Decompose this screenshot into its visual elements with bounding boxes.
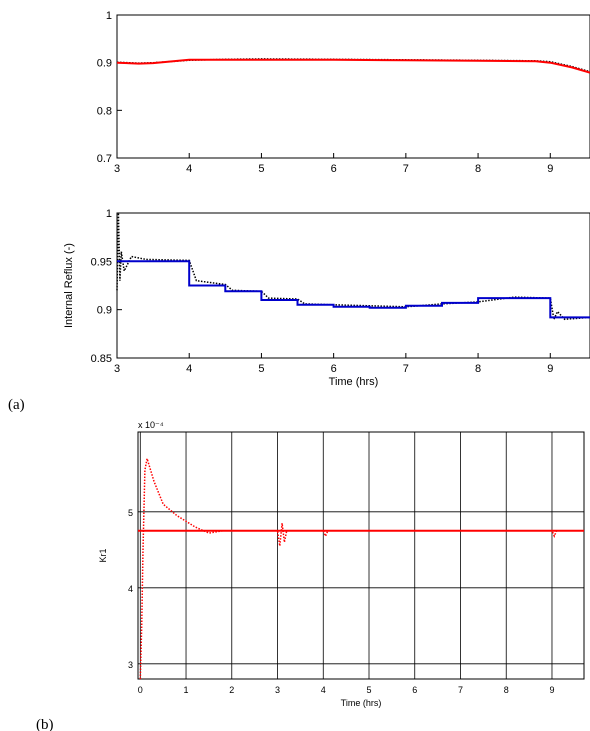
x-tick-label: 6	[331, 363, 337, 375]
x-tick-label: 3	[114, 163, 120, 175]
x-tick-label: 2	[229, 685, 234, 695]
y-tick-label: 0.7	[97, 153, 112, 165]
x-tick-label: 8	[475, 163, 481, 175]
y-tick-label: 0.9	[97, 305, 112, 317]
x-tick-label: 5	[258, 363, 264, 375]
y-tick-label: 0.8	[97, 105, 112, 117]
y-axis-label: Kr1	[98, 548, 108, 562]
panel-label: (a)	[8, 397, 25, 413]
x-tick-label: 4	[186, 163, 192, 175]
x-tick-label: 7	[403, 363, 409, 375]
x-tick-label: 5	[366, 685, 371, 695]
x-axis-label: Time (hrs)	[329, 376, 379, 388]
x-tick-label: 1	[184, 685, 189, 695]
x-tick-label: 4	[321, 685, 326, 695]
x-tick-label: 9	[547, 163, 553, 175]
x-tick-label: 6	[331, 163, 337, 175]
series-line	[116, 58, 590, 74]
y-axis-label: Internal Reflux (-)	[63, 243, 75, 328]
x-tick-label: 0	[138, 685, 143, 695]
plot-area	[116, 14, 590, 159]
plot-area	[116, 212, 590, 359]
y-tick-label: 0.9	[97, 58, 112, 70]
x-tick-label: 5	[258, 163, 264, 175]
x-tick-label: 3	[275, 685, 280, 695]
x-tick-label: 8	[504, 685, 509, 695]
y-tick-label: 4	[128, 584, 133, 594]
series-line	[139, 458, 584, 680]
y-tick-label: 0.95	[91, 256, 112, 268]
x-tick-label: 6	[412, 685, 417, 695]
x-tick-label: 7	[458, 685, 463, 695]
y-tick-label: 5	[128, 508, 133, 518]
y-tick-label: 0.85	[91, 353, 112, 365]
y-tick-label: 1	[106, 208, 112, 220]
x-axis-label: Time (hrs)	[341, 698, 382, 708]
x-tick-label: 8	[475, 363, 481, 375]
x-tick-label: 9	[547, 363, 553, 375]
panel-label: (b)	[36, 717, 54, 731]
series-line	[117, 260, 590, 319]
x-tick-label: 9	[549, 685, 554, 695]
x-tick-label: 4	[186, 363, 192, 375]
axis-multiplier: x 10⁻⁴	[138, 420, 164, 430]
series-line	[116, 212, 590, 322]
y-tick-label: 1	[106, 10, 112, 22]
plot-area	[137, 431, 585, 680]
x-tick-label: 3	[114, 363, 120, 375]
x-tick-label: 7	[403, 163, 409, 175]
y-tick-label: 3	[128, 660, 133, 670]
